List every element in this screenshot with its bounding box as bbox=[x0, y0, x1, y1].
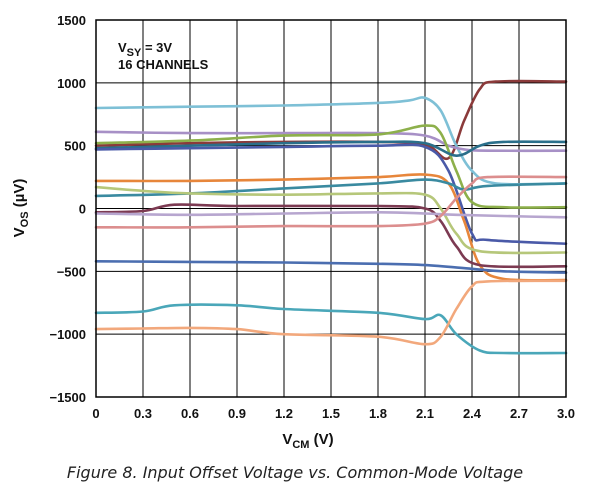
x-tick-label: 0.9 bbox=[228, 406, 246, 421]
y-tick-label: 1000 bbox=[57, 76, 86, 91]
y-tick-labels: 1500 1000 500 0 −500 −1000 −1500 bbox=[49, 13, 86, 405]
series-line-5 bbox=[94, 140, 568, 157]
annotation-channels: 16 CHANNELS bbox=[118, 57, 209, 72]
series-line-7 bbox=[94, 173, 568, 282]
series-line-13 bbox=[94, 260, 568, 274]
x-tick-label: 2.1 bbox=[416, 406, 434, 421]
x-tick-labels: 0 0.3 0.6 0.9 1.2 1.5 1.8 2.1 2.4 2.7 3.0 bbox=[92, 406, 575, 421]
x-tick-label: 3.0 bbox=[557, 406, 575, 421]
y-tick-label: −500 bbox=[57, 264, 86, 279]
y-tick-label: 500 bbox=[64, 139, 86, 154]
chart: 0 0.3 0.6 0.9 1.2 1.5 1.8 2.1 2.4 2.7 3.0 1500 1000… bbox=[11, 13, 575, 451]
y-tick-label: −1500 bbox=[49, 390, 86, 405]
series-line-6 bbox=[94, 143, 568, 245]
annotation-supply: VSY = 3V bbox=[118, 40, 172, 59]
y-axis-title: VOS (µV) bbox=[11, 179, 31, 238]
x-tick-label: 2.4 bbox=[463, 406, 482, 421]
x-tick-label: 0.3 bbox=[134, 406, 152, 421]
x-tick-label: 1.5 bbox=[322, 406, 340, 421]
series-line-9 bbox=[94, 185, 568, 255]
series-line-1 bbox=[94, 79, 568, 161]
x-axis-title: VCM (V) bbox=[282, 431, 333, 451]
series-line-12 bbox=[94, 175, 568, 229]
x-tick-label: 0 bbox=[92, 406, 99, 421]
series-line-10 bbox=[94, 203, 568, 269]
series-line-14 bbox=[94, 303, 568, 355]
series-group bbox=[94, 79, 568, 355]
figure-caption: Figure 8. Input Offset Voltage vs. Commo… bbox=[66, 463, 524, 482]
x-tick-label: 2.7 bbox=[510, 406, 528, 421]
plot-frame bbox=[95, 19, 567, 398]
x-tick-label: 1.2 bbox=[275, 406, 293, 421]
series-line-4 bbox=[94, 124, 568, 209]
x-tick-label: 0.6 bbox=[181, 406, 199, 421]
y-tick-label: 1500 bbox=[57, 13, 86, 28]
series-line-11 bbox=[94, 211, 568, 219]
y-tick-label: 0 bbox=[79, 202, 86, 217]
series-line-15 bbox=[94, 279, 568, 346]
y-tick-label: −1000 bbox=[49, 327, 86, 342]
grid bbox=[95, 19, 567, 398]
series-line-3 bbox=[94, 130, 568, 153]
series-line-2 bbox=[94, 96, 568, 186]
x-tick-label: 1.8 bbox=[369, 406, 387, 421]
